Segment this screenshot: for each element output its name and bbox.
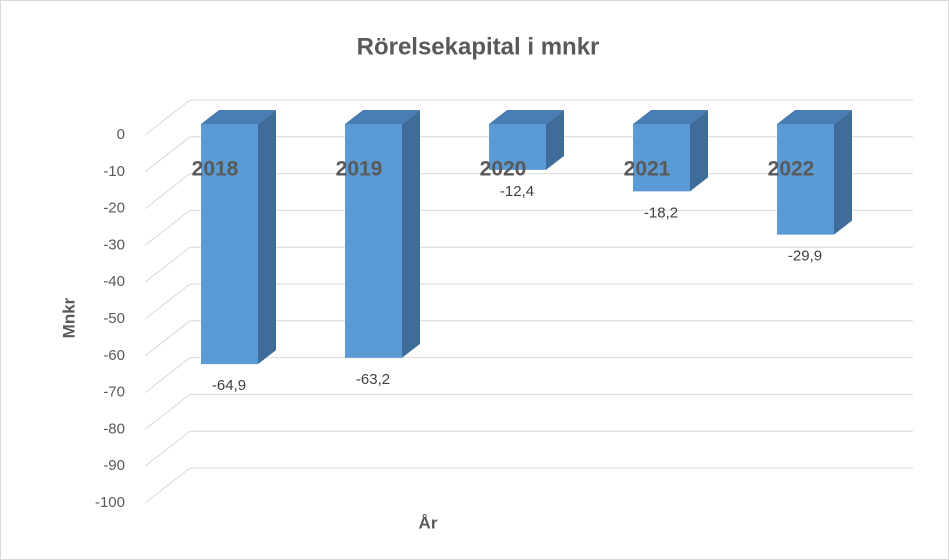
value-label: -18,2 bbox=[644, 204, 678, 221]
y-tick-label: -10 bbox=[103, 163, 125, 180]
grid-line bbox=[144, 283, 913, 320]
grid-line bbox=[144, 246, 913, 283]
value-label: -12,4 bbox=[500, 183, 534, 200]
bar-side bbox=[690, 110, 708, 192]
y-tick-label: -80 bbox=[103, 420, 125, 437]
value-label: -29,9 bbox=[788, 248, 822, 265]
y-tick-label: -90 bbox=[103, 457, 125, 474]
bar bbox=[345, 124, 402, 358]
category-label: 2020 bbox=[480, 158, 527, 181]
x-axis-label: År bbox=[419, 513, 438, 532]
y-tick-label: -20 bbox=[103, 200, 125, 217]
category-label: 2019 bbox=[336, 158, 383, 181]
bar-top bbox=[345, 110, 420, 124]
grid-line bbox=[144, 393, 913, 430]
bar bbox=[489, 124, 546, 170]
y-tick-label: -30 bbox=[103, 236, 125, 253]
y-tick-label: -100 bbox=[95, 494, 125, 511]
bar-top bbox=[633, 110, 708, 124]
chart-title: Rörelsekapital i mnkr bbox=[357, 33, 600, 60]
grid-line bbox=[144, 320, 913, 357]
bar bbox=[201, 124, 258, 365]
bar-top bbox=[777, 110, 852, 124]
y-axis-label: Mnkr bbox=[59, 297, 78, 338]
grid-line bbox=[144, 467, 913, 504]
bar-top bbox=[201, 110, 276, 124]
bar-side bbox=[546, 110, 564, 170]
grid-line bbox=[144, 209, 913, 246]
bar-side bbox=[834, 110, 852, 235]
bar-side bbox=[258, 110, 276, 365]
y-tick-label: -60 bbox=[103, 347, 125, 364]
bar-side bbox=[402, 110, 420, 358]
category-label: 2022 bbox=[768, 158, 815, 181]
grid-line bbox=[144, 99, 913, 136]
y-tick-label: -70 bbox=[103, 384, 125, 401]
category-label: 2021 bbox=[624, 158, 671, 181]
category-label: 2018 bbox=[192, 158, 239, 181]
y-tick-label: 0 bbox=[117, 126, 125, 143]
grid-line bbox=[144, 357, 913, 393]
value-label: -64,9 bbox=[212, 377, 246, 394]
bar bbox=[777, 124, 834, 235]
value-label: -63,2 bbox=[356, 371, 390, 388]
grid-line bbox=[144, 430, 913, 467]
y-tick-label: -40 bbox=[103, 273, 125, 290]
bar bbox=[633, 124, 690, 192]
bar-top bbox=[489, 110, 564, 124]
y-tick-label: -50 bbox=[103, 310, 125, 327]
